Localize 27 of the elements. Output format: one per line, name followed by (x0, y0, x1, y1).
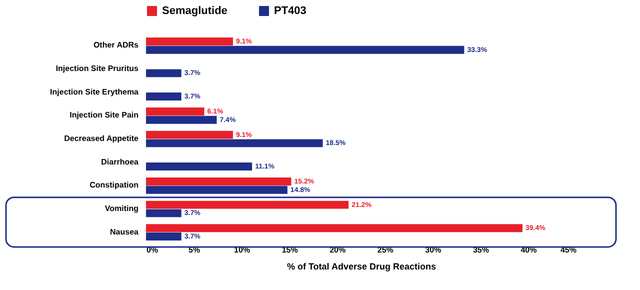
bar (146, 162, 252, 170)
legend-label: PT403 (274, 5, 306, 17)
bar (146, 178, 292, 186)
y-tick-label: Constipation (90, 180, 139, 190)
bar (146, 139, 323, 148)
bar (146, 224, 522, 232)
y-tick-label: Other ADRs (93, 40, 140, 50)
bar (146, 130, 233, 139)
bar (146, 186, 288, 194)
bar (146, 92, 182, 100)
bar (146, 69, 182, 78)
bar (146, 46, 464, 54)
y-tick-label: Injection Site Pain (70, 110, 139, 120)
legend-label: Semaglutide (162, 5, 228, 17)
bar (146, 232, 182, 240)
bar (146, 200, 349, 209)
y-tick-label: Injection Site Pruritus (56, 64, 140, 73)
bar (146, 108, 204, 116)
y-tick-label: Vomiting (104, 204, 139, 213)
y-tick-label: Injection Site Erythema (50, 87, 140, 96)
y-tick-label: Decreased Appetite (64, 134, 140, 143)
bar (146, 38, 233, 46)
y-tick-label: Nausea (110, 227, 140, 236)
bar (146, 116, 217, 124)
y-tick-label: Diarrhoea (101, 157, 140, 166)
x-axis-title: % of Total Adverse Drug Reactions (286, 262, 436, 272)
bar (146, 209, 182, 218)
